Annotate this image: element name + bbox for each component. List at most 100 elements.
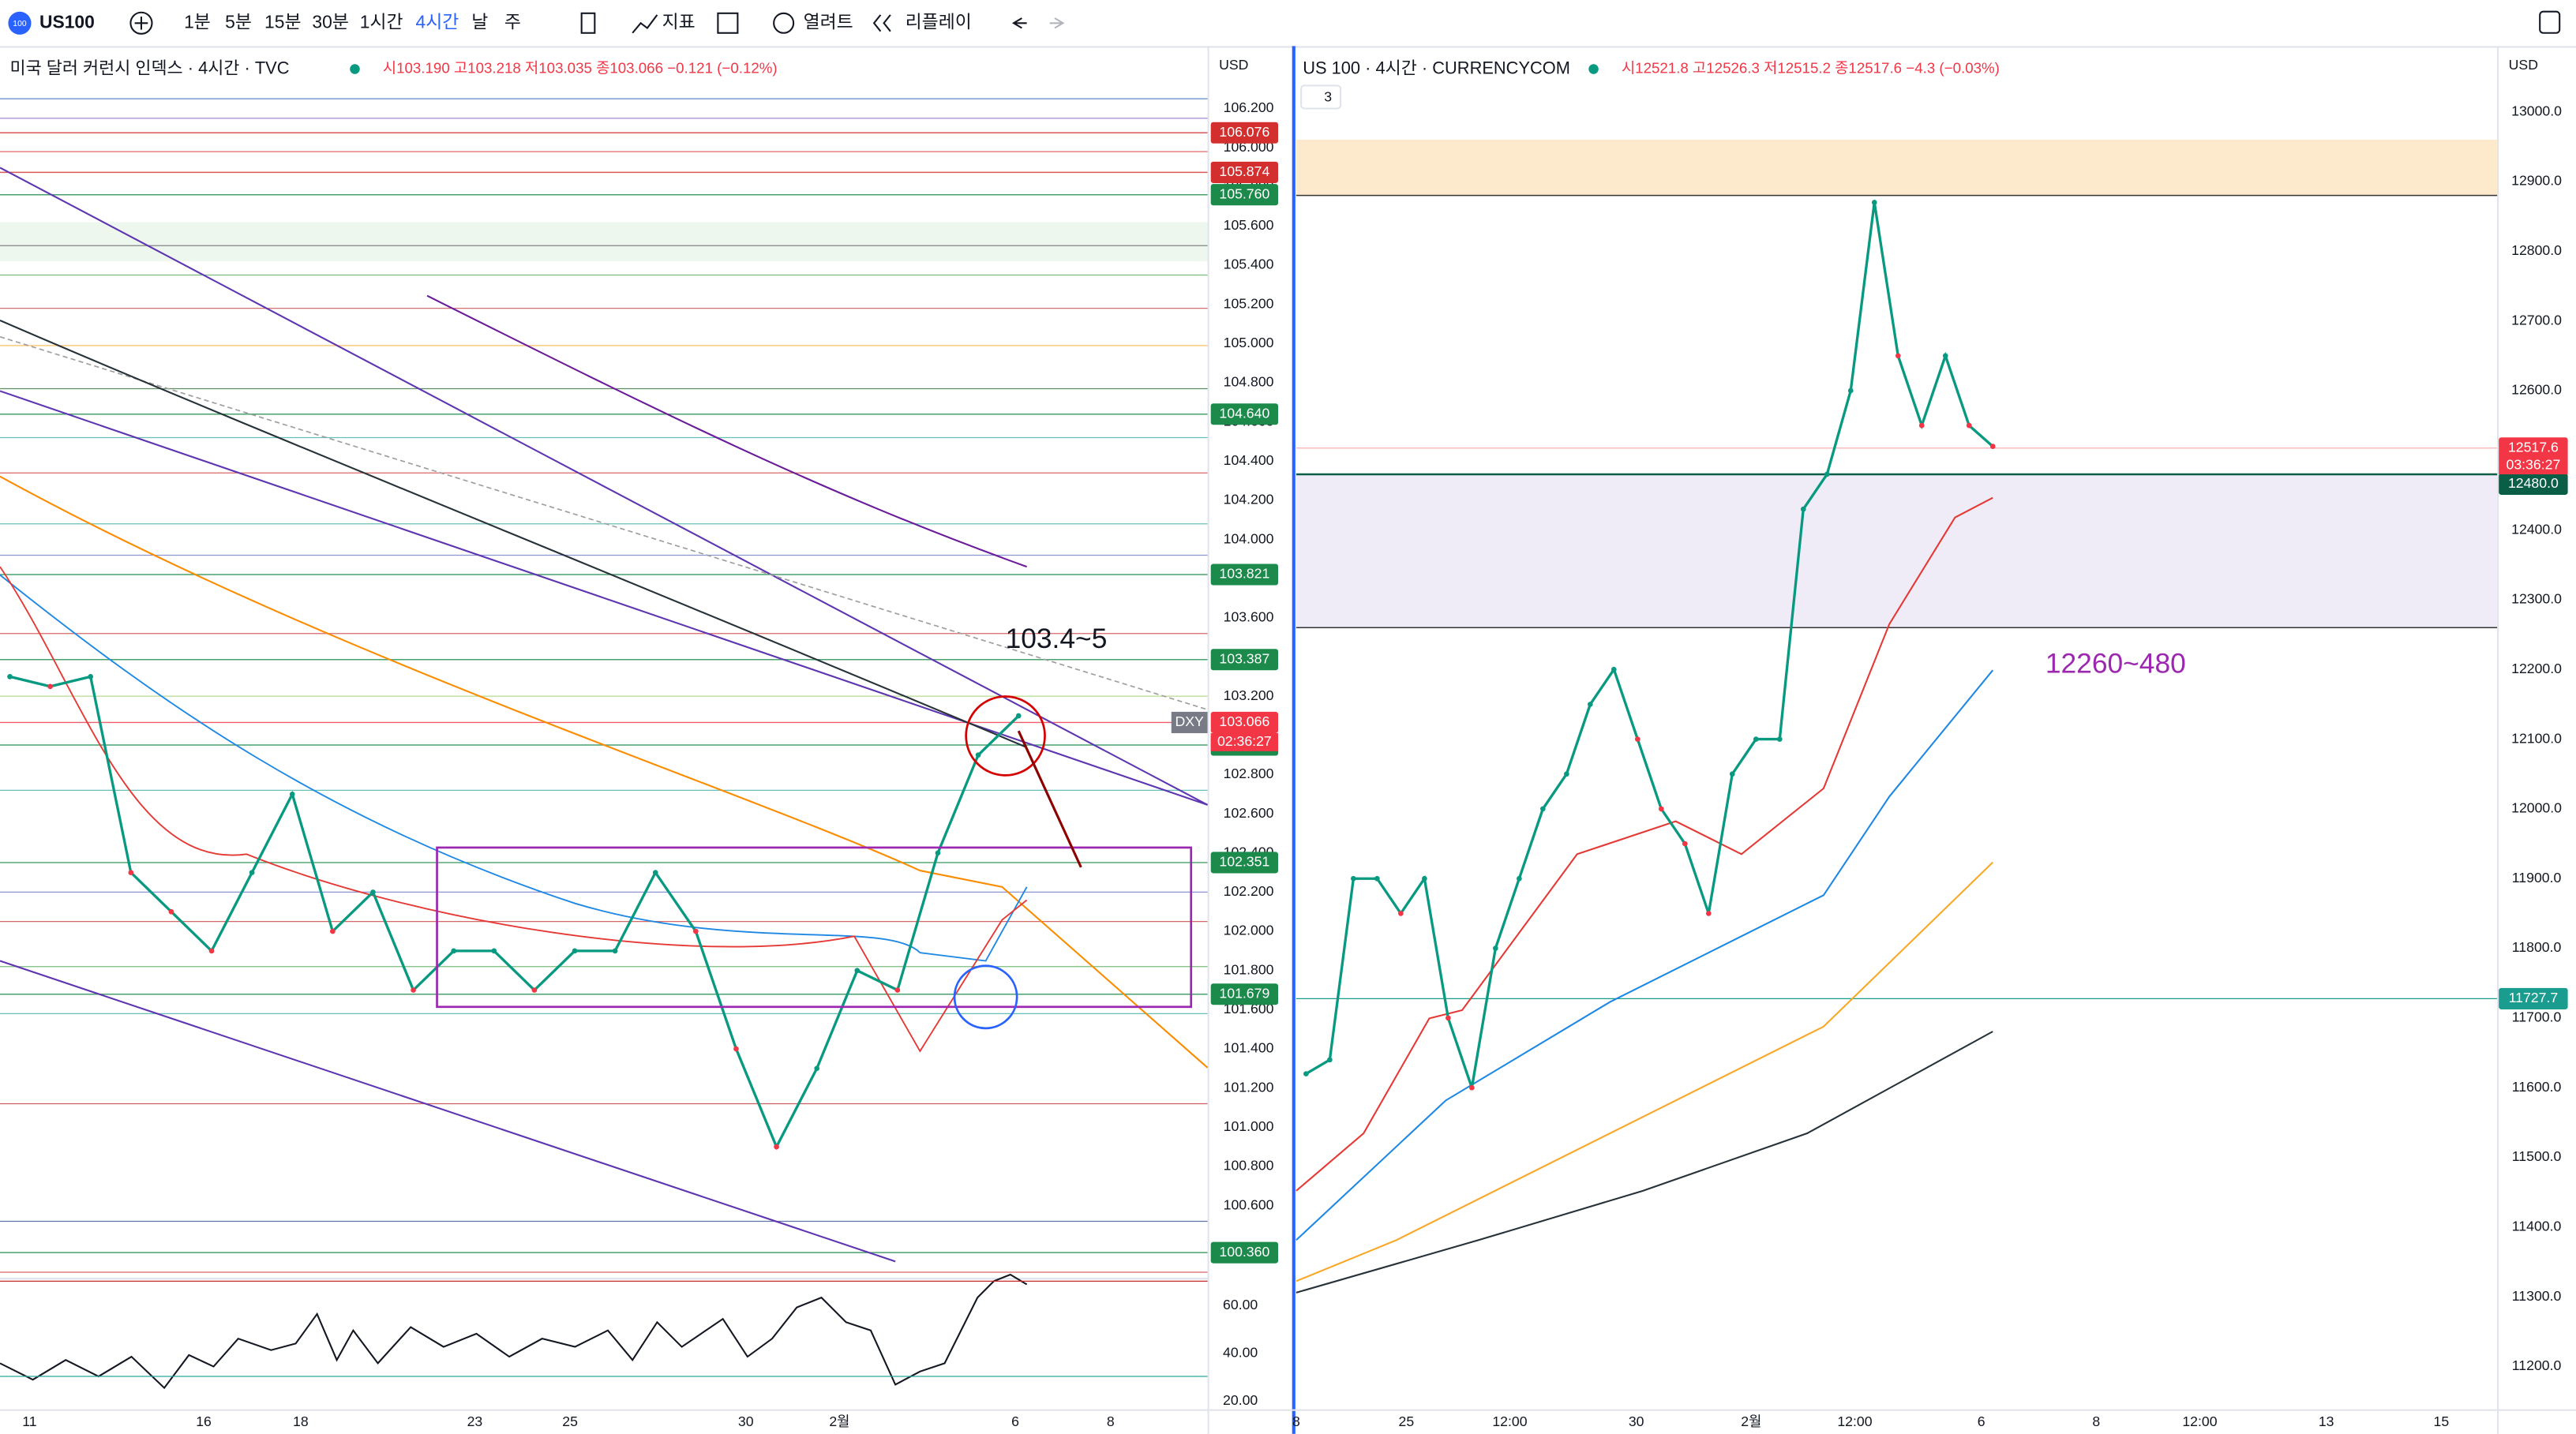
price-point (1895, 353, 1901, 359)
x-tick-label: 18 (293, 1413, 309, 1429)
price-point (411, 987, 416, 993)
x-tick-label: 2월 (829, 1413, 849, 1429)
price-label: 101.679 (1219, 985, 1269, 1001)
interval-button[interactable]: 4시간 (415, 11, 459, 32)
x-tick-label: 11 (22, 1413, 36, 1429)
interval-button[interactable]: 5분 (225, 11, 252, 32)
price-point (1729, 771, 1735, 777)
moving-average (0, 319, 1028, 748)
price-point (47, 683, 53, 690)
price-point (733, 1046, 739, 1052)
symbol-logo[interactable] (8, 11, 32, 35)
status-dot (350, 64, 360, 74)
price-point (1517, 875, 1522, 882)
x-tick-label: 12:00 (1492, 1413, 1527, 1429)
x-tick-label: 23 (467, 1413, 483, 1429)
y-tick-label: 105.400 (1224, 256, 1274, 272)
price-point (612, 948, 618, 954)
price-label: 12480.0 (2508, 475, 2559, 491)
chart-title[interactable]: 미국 달러 커런시 인덱스 · 4시간 · TVC (9, 58, 289, 77)
y-tick-label: 101.800 (1224, 961, 1274, 977)
price-point (693, 928, 699, 934)
y-tick-label: 12900.0 (2511, 173, 2562, 189)
y-tick-label: 102.200 (1224, 883, 1274, 899)
price-label: 11727.7 (2509, 990, 2559, 1005)
trend-line (0, 335, 1208, 710)
price-label-box (1210, 852, 1279, 874)
ohlc-legend: 시12521.8 고12526.3 저12515.2 종12517.6 −4.3… (1622, 59, 2000, 76)
interval-button[interactable]: 15분 (264, 11, 301, 32)
y-tick-label: 101.000 (1224, 1118, 1274, 1134)
price-label-box (1210, 184, 1279, 206)
price-point (1445, 1015, 1451, 1021)
interval-button[interactable]: 30분 (312, 11, 348, 32)
price-label: 103.066 (1219, 713, 1269, 729)
add-symbol[interactable] (129, 11, 153, 35)
price-line (1305, 202, 1994, 1088)
price-point (1374, 875, 1380, 882)
price-point (249, 870, 255, 875)
layout-icon[interactable] (717, 12, 739, 34)
interval-button[interactable]: 주 (504, 11, 521, 32)
toolbar-button[interactable]: 리플레이 (906, 11, 972, 32)
x-tick-label: 30 (738, 1413, 754, 1429)
interval-button[interactable]: 날 (471, 11, 488, 32)
price-label: 104.640 (1219, 405, 1269, 421)
zone (1295, 474, 2498, 628)
moving-average (426, 294, 1027, 568)
y-tick-label: 104.200 (1224, 492, 1274, 507)
zone (0, 222, 1208, 262)
annotation: 12260~480 (2045, 648, 2186, 679)
symbol[interactable]: US100 (39, 11, 95, 32)
sidebar-toggle[interactable] (2539, 10, 2561, 34)
y-tick-label: 12600.0 (2511, 382, 2562, 398)
currency[interactable]: USD (2509, 57, 2538, 73)
toolbar-button[interactable]: 열려트 (804, 11, 853, 32)
indicator-toggle[interactable] (1300, 84, 1342, 110)
x-tick-label: 2월 (1741, 1413, 1761, 1429)
symbol-tag: DXY (1175, 713, 1204, 729)
add-icon (134, 16, 148, 30)
x-tick-label: 6 (1978, 1413, 1985, 1429)
y-tick-label: 101.200 (1224, 1079, 1274, 1095)
moving-average (1295, 496, 1993, 1192)
interval-button[interactable]: 1시간 (360, 11, 403, 32)
interval-button[interactable]: 1분 (184, 11, 211, 32)
price-point (854, 968, 861, 974)
osc-tick-label: 20.00 (1223, 1392, 1258, 1408)
indicator-count: 3 (1324, 89, 1332, 105)
chart-title[interactable]: US 100 · 4시간 · CURRENCYCOM (1303, 58, 1570, 77)
moving-average (0, 574, 1028, 962)
price-point (88, 674, 94, 680)
toolbar-button[interactable]: 지표 (662, 11, 696, 32)
chart-type-icon[interactable] (580, 12, 596, 34)
y-tick-label: 12300.0 (2511, 591, 2562, 607)
price-point (451, 948, 457, 954)
y-tick-label: 106.200 (1224, 99, 1274, 115)
y-tick-label: 100.600 (1224, 1196, 1274, 1212)
y-tick-label: 12200.0 (2511, 661, 2562, 676)
x-tick-label: 12:00 (1837, 1413, 1872, 1429)
price-point (1942, 353, 1948, 359)
price-label: 103.821 (1219, 566, 1269, 582)
price-label-box (2499, 473, 2568, 495)
countdown-box (1210, 732, 1279, 751)
undo[interactable] (1011, 17, 1027, 29)
y-tick-label: 11200.0 (2512, 1357, 2562, 1373)
y-tick-label: 105.200 (1224, 295, 1274, 311)
redo[interactable] (1049, 17, 1065, 29)
currency[interactable]: USD (1219, 57, 1248, 73)
ohlc-legend: 시103.190 고103.218 저103.035 종103.066 −0.1… (383, 59, 778, 76)
x-tick-label: 25 (562, 1413, 578, 1429)
y-tick-label: 105.000 (1224, 335, 1274, 350)
price-point (1327, 1057, 1333, 1063)
price-point (1871, 200, 1877, 205)
price-point (208, 948, 215, 954)
price-label-box (2499, 437, 2568, 459)
x-tick-label: 8 (1107, 1413, 1115, 1429)
price-point (1015, 713, 1022, 719)
moving-average (1295, 669, 1994, 1241)
price-point (652, 870, 658, 875)
symbol-tag-box (1171, 711, 1208, 733)
